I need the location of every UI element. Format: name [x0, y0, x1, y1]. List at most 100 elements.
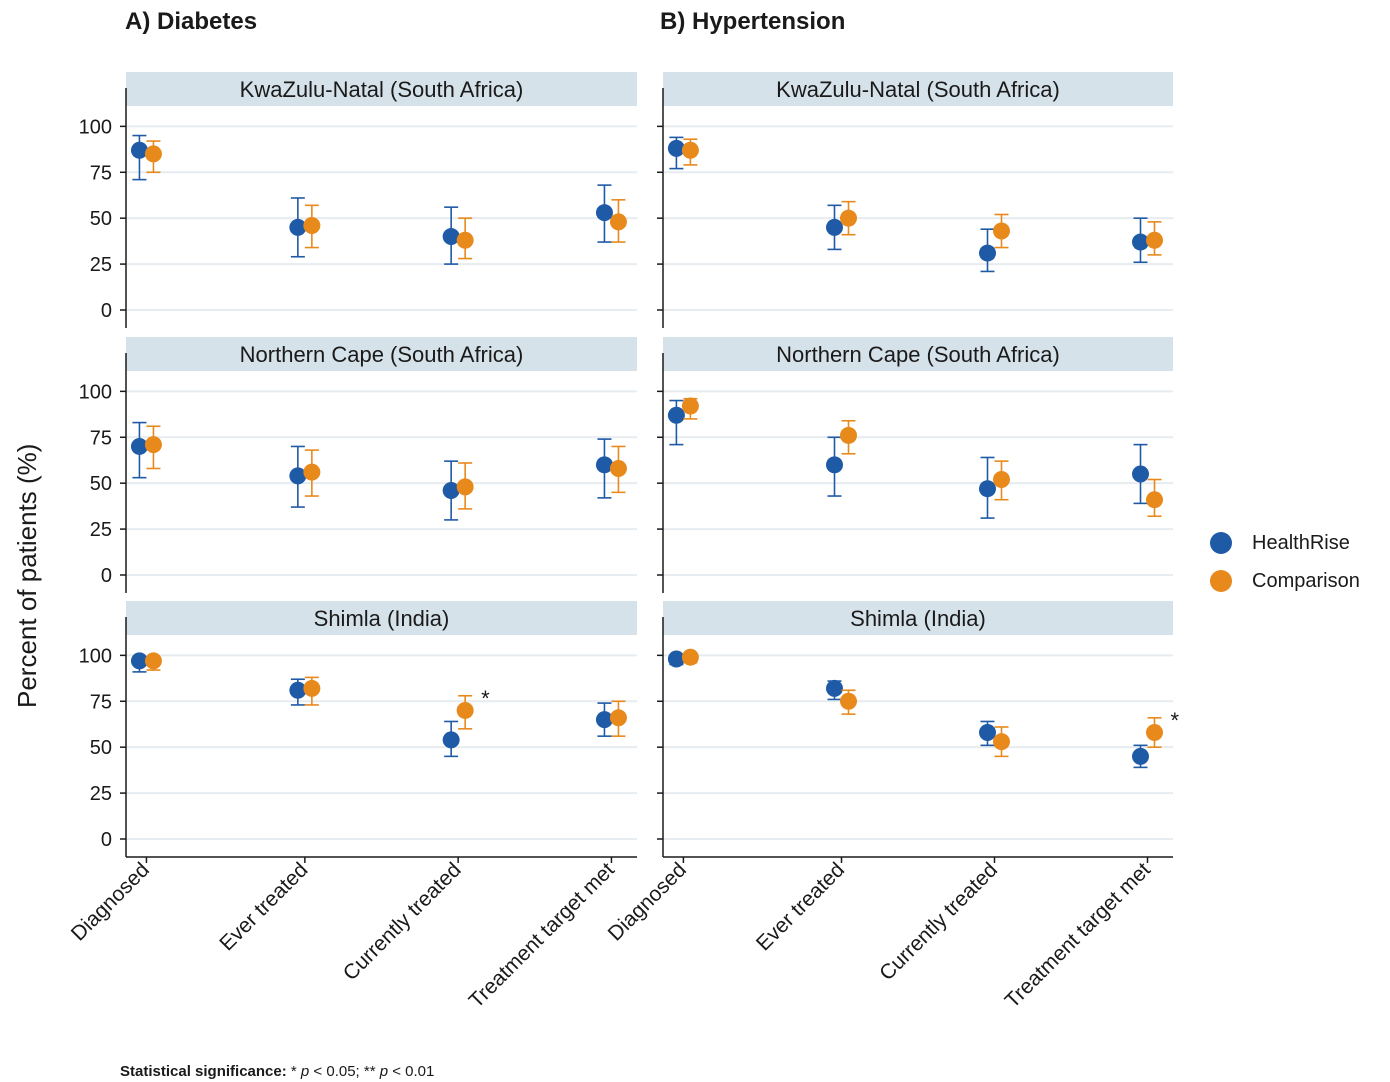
panel-2-healthrise-point-3 [595, 711, 613, 729]
panel-0-healthrise-point-2 [442, 228, 460, 246]
panel-2-significance-2: * [481, 686, 490, 711]
panel-0-healthrise-point-3 [595, 204, 613, 222]
panel-5-significance-3: * [1171, 708, 1180, 733]
panel-title-diabetes: A) Diabetes [125, 8, 258, 35]
panel-1-healthrise-point-2 [442, 482, 460, 500]
panel-2-ytick-label-75: 75 [90, 691, 112, 713]
panel-2-ytick-label-25: 25 [90, 783, 112, 805]
panel-4-comparison-point-1 [840, 426, 857, 444]
legend-label-healthrise: HealthRise [1252, 531, 1350, 554]
significance-footnote: Statistical significance: * p < 0.05; **… [120, 1063, 434, 1080]
panel-5-xtick-label-currently-treated: Currently treated [875, 858, 1002, 985]
panel-4-healthrise-point-2 [979, 480, 996, 498]
panel-0-ytick-label-0: 0 [101, 300, 112, 322]
panel-1-comparison-point-2 [456, 478, 474, 496]
panel-3-strip-title: KwaZulu-Natal (South Africa) [776, 77, 1060, 102]
panel-0-ytick-label-50: 50 [90, 208, 112, 230]
legend-marker-comparison [1210, 570, 1232, 592]
panel-4-healthrise-point-1 [826, 456, 843, 474]
panel-4-comparison-point-3 [1146, 491, 1163, 509]
panel-1-ytick-label-75: 75 [90, 427, 112, 449]
panel-1-ytick-label-50: 50 [90, 473, 112, 495]
panel-3-healthrise-point-0 [667, 139, 685, 157]
panel-2-ytick-label-50: 50 [90, 737, 112, 759]
legend-item-healthrise: HealthRise [1210, 524, 1388, 562]
panel-1-strip [126, 337, 637, 371]
panel-2-healthrise-point-1 [289, 681, 307, 699]
panel-3-strip [663, 72, 1173, 106]
panel-5-comparison-point-2 [993, 733, 1010, 751]
panel-1-ytick-label-100: 100 [79, 381, 112, 403]
panel-0-healthrise-point-1 [289, 218, 307, 236]
panel-2-healthrise-point-0 [130, 652, 148, 670]
panel-3-healthrise-point-3 [1132, 233, 1149, 251]
panel-1-healthrise-point-3 [595, 456, 613, 474]
panel-1-comparison-point-0 [144, 436, 162, 454]
panel-3-comparison-point-0 [681, 141, 699, 159]
panel-5-strip [663, 601, 1173, 635]
legend-label-comparison: Comparison [1252, 569, 1360, 592]
panel-5-comparison-point-1 [840, 692, 857, 710]
panel-2-xtick-label-currently-treated: Currently treated [339, 858, 466, 985]
panel-5-strip-title: Shimla (India) [850, 606, 986, 631]
legend: HealthRise Comparison [1210, 524, 1388, 600]
panel-5-comparison-point-3 [1146, 723, 1163, 741]
panel-0-ytick-label-25: 25 [90, 254, 112, 276]
panel-4-comparison-point-2 [993, 471, 1010, 489]
panel-2-strip [126, 601, 637, 635]
panel-5-healthrise-point-1 [826, 679, 843, 697]
panel-3-healthrise-point-2 [979, 244, 996, 262]
panel-2-ytick-label-100: 100 [79, 645, 112, 667]
panel-2-xtick-label-treatment-target-met: Treatment target met [465, 858, 619, 1012]
panel-1-strip-title: Northern Cape (South Africa) [240, 342, 524, 367]
panel-0-comparison-point-1 [303, 217, 321, 235]
panel-0-ytick-label-100: 100 [79, 116, 112, 138]
panel-1-comparison-point-1 [303, 463, 321, 481]
panel-2-comparison-point-2 [456, 701, 474, 719]
panel-1-healthrise-point-1 [289, 467, 307, 485]
panel-4-strip [663, 337, 1173, 371]
panel-0-strip-title: KwaZulu-Natal (South Africa) [240, 77, 524, 102]
footnote-text-2: < 0.05; ** [309, 1063, 380, 1080]
legend-marker-healthrise [1210, 532, 1232, 554]
panel-3-comparison-point-3 [1146, 231, 1163, 249]
panel-0-healthrise-point-0 [130, 141, 148, 159]
panel-0-strip [126, 72, 637, 106]
panel-2-strip-title: Shimla (India) [314, 606, 450, 631]
footnote-text-1: * [286, 1063, 301, 1080]
panel-0-comparison-point-2 [456, 231, 474, 249]
panel-1-ytick-label-25: 25 [90, 519, 112, 541]
panel-3-comparison-point-2 [993, 222, 1010, 240]
panel-1-ytick-label-0: 0 [101, 565, 112, 587]
panel-2-healthrise-point-2 [442, 731, 460, 749]
panel-5-healthrise-point-3 [1132, 747, 1149, 765]
panel-0-comparison-point-0 [144, 145, 162, 163]
panel-2-xtick-label-ever-treated: Ever treated [215, 858, 312, 955]
panel-5-comparison-point-0 [681, 648, 699, 666]
panel-5-xtick-label-treatment-target-met: Treatment target met [1001, 858, 1155, 1012]
panel-2-comparison-point-3 [609, 709, 627, 727]
panel-4-strip-title: Northern Cape (South Africa) [776, 342, 1060, 367]
panel-5-xtick-label-ever-treated: Ever treated [752, 858, 849, 955]
panel-3-healthrise-point-1 [826, 218, 843, 236]
footnote-p-1: p [300, 1063, 310, 1080]
y-axis-title: Percent of patients (%) [12, 443, 42, 708]
footnote-text-3: < 0.01 [388, 1063, 435, 1080]
legend-item-comparison: Comparison [1210, 562, 1388, 600]
panel-title-hypertension: B) Hypertension [660, 8, 846, 35]
panel-2-xtick-label-diagnosed: Diagnosed [67, 858, 154, 945]
panel-0-ytick-label-75: 75 [90, 162, 112, 184]
footnote-p-2: p [379, 1063, 389, 1080]
panel-5-healthrise-point-2 [979, 723, 996, 741]
panel-5-healthrise-point-0 [667, 650, 685, 668]
panel-4-healthrise-point-0 [667, 406, 685, 424]
panel-1-comparison-point-3 [609, 459, 627, 477]
panel-4-comparison-point-0 [681, 397, 699, 415]
panel-5-xtick-label-diagnosed: Diagnosed [604, 858, 691, 945]
panel-1-healthrise-point-0 [130, 437, 148, 455]
panel-3-comparison-point-1 [840, 209, 857, 227]
panel-0-comparison-point-3 [609, 213, 627, 231]
footnote-label: Statistical significance: [120, 1063, 287, 1080]
